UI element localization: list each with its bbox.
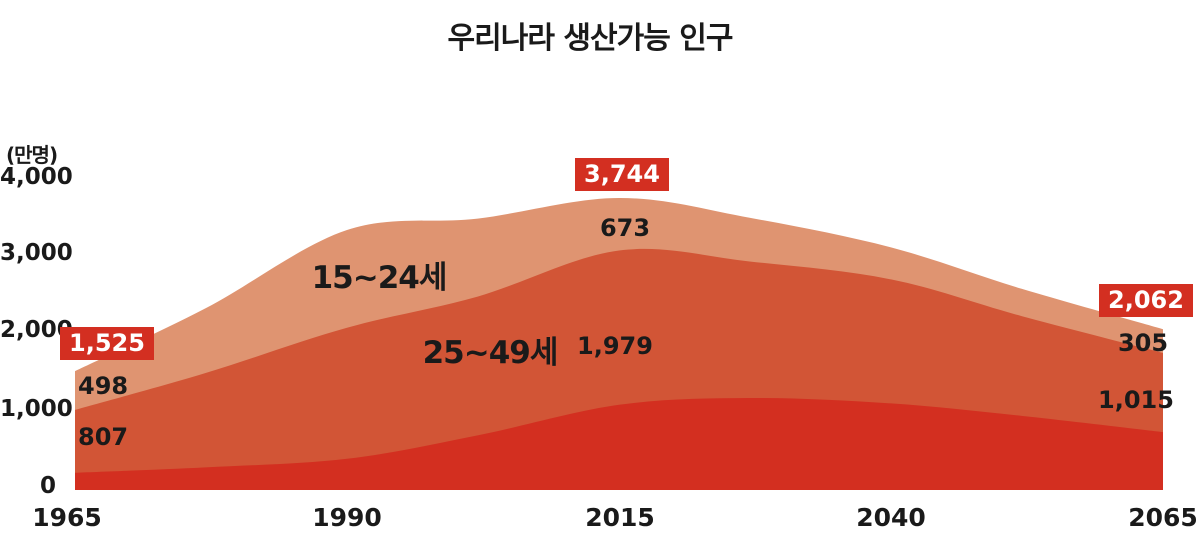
chart-title: 우리나라 생산가능 인구 [447,21,734,56]
value-25-49-2065: 1,015 [1098,386,1174,414]
x-tick-2040: 2040 [856,503,926,532]
series-label-15-24: 15~24세 [311,260,448,296]
y-tick-1000: 1,000 [0,396,73,422]
value-15-24-2065: 305 [1117,329,1169,357]
total-badge-2015: 3,744 [575,158,669,191]
total-badge-1965: 1,525 [60,327,154,360]
series-label-25-49: 25~49세 [422,335,559,371]
y-tick-4000: 4,000 [0,164,73,190]
x-tick-2015: 2015 [585,503,655,532]
x-tick-1965: 1965 [32,503,102,532]
y-tick-2000: 2,000 [0,317,73,343]
x-tick-2065: 2065 [1128,503,1198,532]
total-badge-2065: 2,062 [1099,284,1193,317]
value-25-49-1965: 807 [78,423,129,451]
y-axis-unit: (만명) [6,143,58,167]
x-tick-1990: 1990 [312,503,382,532]
value-15-24-1965: 498 [78,372,129,400]
y-tick-3000: 3,000 [0,240,73,266]
value-25-49-2015: 1,979 [577,332,653,360]
area-bottom [75,397,1163,490]
value-15-24-2015: 673 [599,214,651,242]
y-tick-0: 0 [39,473,56,499]
